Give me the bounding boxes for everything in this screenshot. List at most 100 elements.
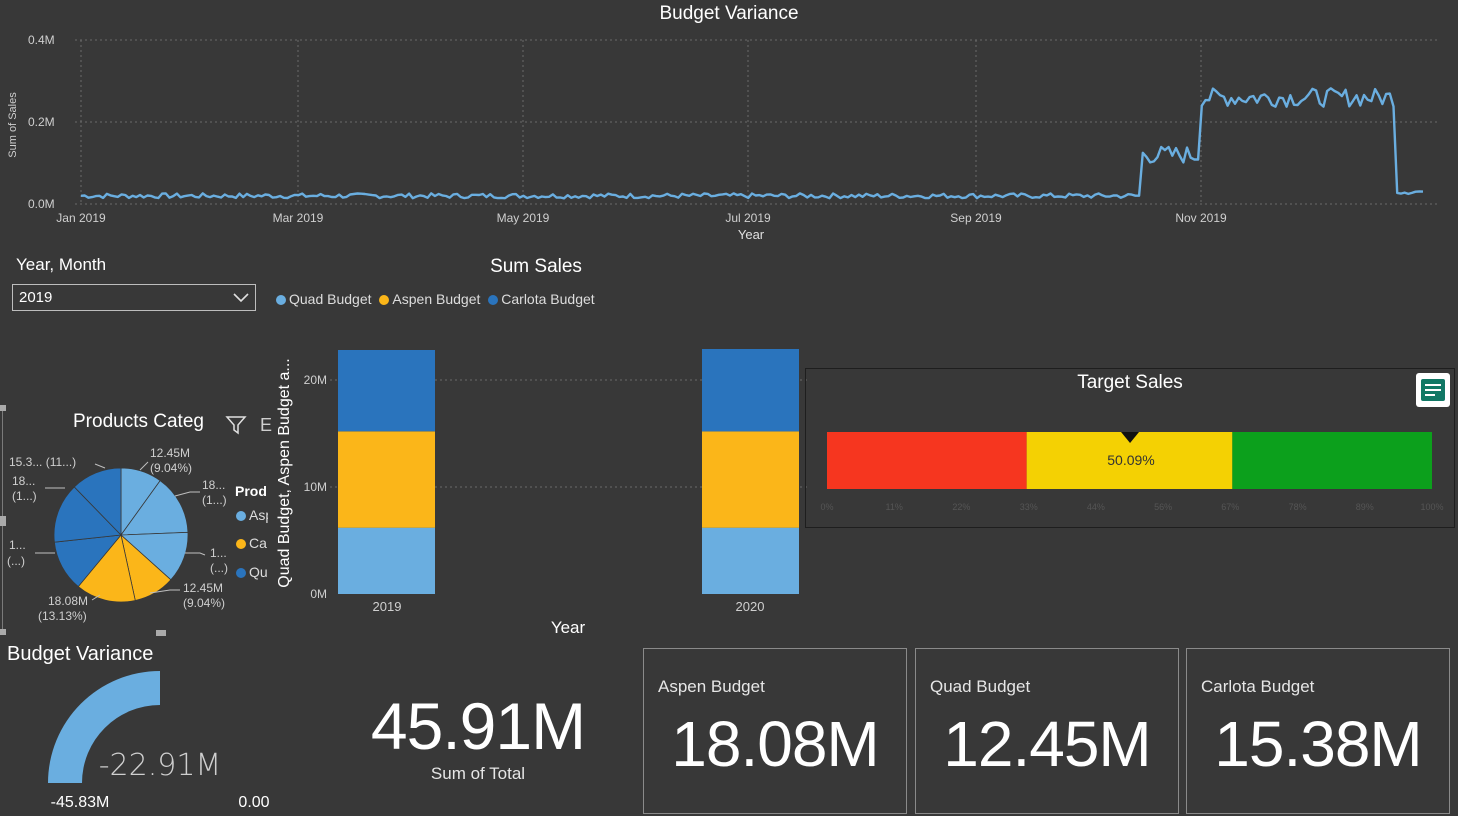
pie-label: 15.3... (11...) [9, 455, 76, 469]
pie-legend-item[interactable]: Ca [236, 535, 268, 551]
filter-icon[interactable] [225, 414, 249, 436]
target-sales-gauge[interactable]: 50.09% 0% 11% 22% 33% 44% 56% 67% 78% 89% 100% [820, 425, 1445, 520]
gauge-band [1232, 432, 1432, 489]
resize-handle[interactable] [156, 630, 166, 636]
legend-item-carlota[interactable]: Carlota Budget [488, 291, 595, 307]
pie-label: (1...) [202, 493, 227, 507]
bar-chart-legend: Quad Budget Aspen Budget Carlota Budget [276, 291, 595, 307]
gauge-tick: 89% [1356, 502, 1374, 512]
resize-handle[interactable] [0, 516, 6, 526]
card-label: Quad Budget [930, 677, 1031, 696]
y-axis-label: Sum of Sales [7, 92, 19, 158]
bar-aspen-budget-2019[interactable] [338, 431, 435, 528]
x-tick: Mar 2019 [273, 211, 324, 225]
x-tick: 2019 [373, 599, 402, 614]
gauge-tick: 67% [1221, 502, 1239, 512]
carlota-budget-card[interactable]: Carlota Budget 15.38M [1186, 648, 1450, 814]
pie-label: (9.04%) [183, 596, 225, 610]
y-tick: 0.4M [28, 33, 55, 47]
gauge-tick: 78% [1289, 502, 1307, 512]
x-tick: Sep 2019 [950, 211, 1002, 225]
gauge-tick: 22% [952, 502, 970, 512]
target-sales-panel[interactable]: Target Sales [805, 368, 1455, 528]
x-tick: Jan 2019 [56, 211, 106, 225]
gauge-band [827, 432, 1027, 489]
year-month-dropdown[interactable]: 2019 [12, 284, 256, 311]
variance-gauge-max: 0.00 [238, 794, 269, 811]
y-tick: 0.2M [28, 115, 55, 129]
y-tick: 20M [304, 373, 327, 387]
gauge-tick: 100% [1420, 502, 1443, 512]
card-value: 12.45M [943, 708, 1151, 780]
pie-legend-item[interactable]: Qu [236, 564, 268, 580]
y-tick: 10M [304, 480, 327, 494]
gauge-tick: 33% [1020, 502, 1038, 512]
pie-label: 18... [12, 474, 35, 488]
pie-chart[interactable]: 12.45M (9.04%) 18... (1...) 1... (...) 1… [0, 440, 270, 630]
aspen-budget-card[interactable]: Aspen Budget 18.08M [643, 648, 907, 814]
variance-gauge[interactable]: -22.91M -45.83M 0.00 [0, 665, 290, 815]
chevron-down-icon [233, 293, 249, 303]
pie-slice[interactable] [77, 534, 136, 603]
pie-chart-panel[interactable]: Products Categ E [0, 405, 273, 636]
dropdown-value: 2019 [19, 289, 53, 306]
line-chart-title: Budget Variance [659, 3, 799, 24]
line-chart[interactable]: 0.4M 0.2M 0.0M Sum of Sales Jan 2019 Mar… [0, 0, 1458, 245]
card-value: 18.08M [671, 708, 879, 780]
pie-slice[interactable] [73, 467, 122, 536]
variance-gauge-min: -45.83M [51, 794, 110, 811]
pie-label: 12.45M [183, 581, 223, 595]
pie-label: 1... [210, 546, 227, 560]
pie-slice[interactable] [120, 480, 189, 536]
pie-legend-title: Prod [235, 483, 267, 499]
focus-mode-icon[interactable]: E [260, 415, 273, 435]
pie-label: (13.13%) [38, 609, 87, 623]
pie-label: 18.08M [48, 594, 88, 608]
quad-budget-card[interactable]: Quad Budget 12.45M [915, 648, 1179, 814]
x-tick: Jul 2019 [725, 211, 771, 225]
y-tick: 0M [310, 587, 327, 601]
x-tick: 2020 [736, 599, 765, 614]
resize-handle[interactable] [0, 405, 6, 411]
pie-legend-item[interactable]: Asp [236, 507, 268, 523]
gauge-value-label: 50.09% [1107, 452, 1154, 468]
gauge-tick: 0% [820, 502, 833, 512]
card-value: 15.38M [1214, 708, 1422, 780]
pie-label: (...) [7, 554, 25, 568]
pie-label: 18... [202, 478, 225, 492]
y-axis-label: Quad Budget, Aspen Budget a... [276, 358, 293, 588]
gauge-tick: 44% [1087, 502, 1105, 512]
total-card-value: 45.91M [370, 689, 586, 763]
resize-handle[interactable] [0, 629, 6, 635]
sales-series-line[interactable] [80, 87, 1424, 200]
pie-label: (9.04%) [150, 461, 192, 475]
gauge-tick: 56% [1154, 502, 1172, 512]
pie-label: 1... [9, 538, 26, 552]
pie-label: 12.45M [150, 446, 190, 460]
x-tick: Nov 2019 [1175, 211, 1227, 225]
x-axis-label: Year [551, 618, 586, 637]
bar-carlota-budget-2019[interactable] [338, 350, 435, 432]
legend-item-aspen[interactable]: Aspen Budget [379, 291, 480, 307]
legend-item-quad[interactable]: Quad Budget [276, 291, 372, 307]
gauge-marker [1121, 432, 1140, 443]
card-label: Carlota Budget [1201, 677, 1315, 696]
bar-quad-budget-2019[interactable] [338, 527, 435, 594]
variance-gauge-value: -22.91M [99, 748, 222, 783]
x-axis-label: Year [738, 227, 765, 242]
slicer-label: Year, Month [16, 255, 107, 274]
variance-gauge-arc [48, 671, 160, 783]
gauge-tick: 11% [886, 502, 903, 512]
report-icon[interactable] [1416, 373, 1450, 407]
pie-label: (...) [210, 561, 228, 575]
pie-chart-title: Products Categ [73, 411, 204, 432]
pie-slice[interactable] [53, 486, 122, 543]
stacked-bar-chart[interactable]: 20M 10M 0M Quad Budget, Aspen Budget a..… [270, 315, 810, 640]
bar-quad-budget-2020[interactable] [702, 527, 799, 594]
pie-label: (1...) [12, 489, 37, 503]
total-card-label: Sum of Total [430, 764, 526, 783]
card-label: Aspen Budget [658, 677, 765, 696]
bar-aspen-budget-2020[interactable] [702, 431, 799, 528]
bar-carlota-budget-2020[interactable] [702, 349, 799, 432]
x-tick: May 2019 [497, 211, 550, 225]
